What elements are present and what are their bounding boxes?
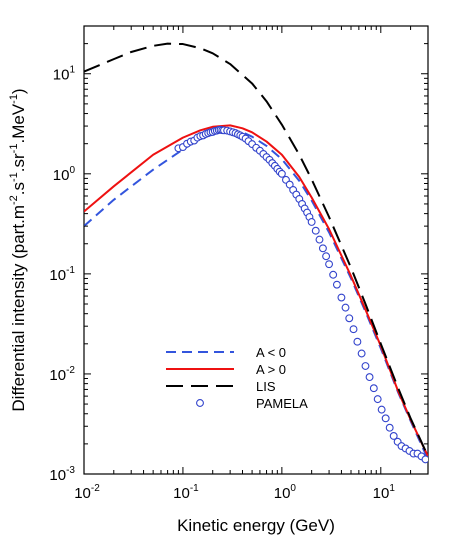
legend-label: PAMELA (256, 396, 308, 411)
data-point-pamela (337, 293, 346, 302)
y-axis-title-sup: -2 (8, 195, 20, 205)
data-point-pamela (315, 235, 324, 244)
x-tick-label: 10-2 (74, 483, 100, 502)
y-axis-title-sup: -1 (8, 144, 20, 154)
legend-marker-pamela (196, 399, 204, 407)
y-axis-title-sup: -1 (8, 94, 20, 104)
data-point-pamela (369, 384, 378, 393)
legend-label: LIS (256, 379, 276, 394)
data-point-pamela (325, 260, 334, 269)
legend-label: A > 0 (256, 362, 286, 377)
data-point-pamela (389, 432, 398, 440)
y-axis-title-part: Differential intensity (part.m (9, 205, 28, 412)
series-group (84, 42, 428, 464)
y-axis-title: Differential intensity (part.m-2.s-1.sr-… (8, 88, 28, 411)
x-tick-label: 101 (373, 483, 396, 502)
data-point-pamela (341, 303, 350, 312)
y-axis-title-part: .sr (9, 153, 28, 172)
data-point-pamela (307, 218, 316, 226)
data-point-pamela (365, 373, 374, 382)
y-axis-title-part: .MeV (9, 103, 28, 143)
data-point-pamela (322, 252, 331, 261)
legend: A < 0 A > 0 LIS PAMELA (166, 345, 308, 411)
data-point-pamela (377, 405, 386, 414)
series-line-lis (84, 42, 428, 457)
data-point-pamela (318, 244, 327, 253)
data-point-pamela (385, 423, 394, 432)
x-tick-label: 10-1 (173, 483, 199, 502)
series-line-a-0 (84, 124, 428, 457)
legend-label: A < 0 (256, 345, 286, 360)
y-tick-label: 10-1 (49, 265, 75, 284)
data-point-pamela (277, 169, 286, 178)
data-point-pamela (332, 280, 341, 289)
data-point-pamela (329, 270, 338, 279)
data-point-pamela (421, 455, 428, 464)
y-tick-label: 100 (53, 165, 76, 184)
y-tick-label: 10-2 (49, 365, 75, 384)
plot-frame (83, 25, 429, 475)
data-point-pamela (353, 337, 362, 346)
data-point-pamela (311, 226, 320, 235)
y-axis-title-part: .s (9, 182, 28, 195)
data-point-pamela (381, 414, 390, 423)
y-axis-title-part: ) (9, 88, 28, 94)
x-tick-label: 100 (274, 483, 297, 502)
x-axis-title: Kinetic energy (GeV) (177, 516, 335, 535)
data-point-pamela (345, 314, 354, 323)
data-point-pamela (357, 349, 366, 358)
series-layer (84, 42, 428, 464)
y-tick-label: 101 (53, 65, 76, 84)
data-point-pamela (373, 395, 382, 404)
data-point-pamela (361, 362, 370, 370)
data-point-pamela (349, 325, 358, 334)
y-axis-title-sup: -1 (8, 172, 20, 182)
y-tick-label: 10-3 (49, 465, 75, 484)
